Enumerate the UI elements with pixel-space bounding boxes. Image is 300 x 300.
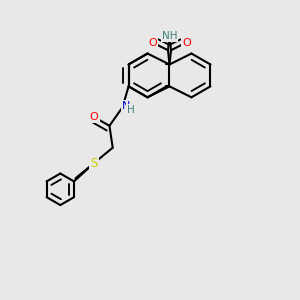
Text: N: N	[122, 101, 130, 111]
Text: O: O	[182, 38, 191, 48]
Text: O: O	[90, 112, 98, 122]
Text: NH: NH	[162, 31, 177, 41]
Text: S: S	[90, 157, 98, 169]
Text: O: O	[148, 38, 157, 48]
Text: H: H	[127, 105, 134, 115]
